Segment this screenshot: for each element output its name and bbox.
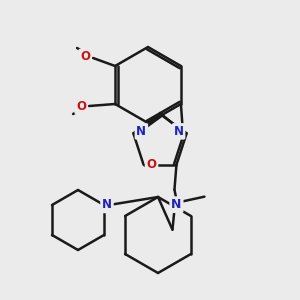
Text: N: N <box>136 125 146 138</box>
Text: O: O <box>146 158 157 171</box>
Text: O: O <box>76 100 86 112</box>
Text: N: N <box>102 199 112 212</box>
Text: N: N <box>171 198 182 211</box>
Text: O: O <box>80 50 90 64</box>
Text: N: N <box>174 125 184 138</box>
